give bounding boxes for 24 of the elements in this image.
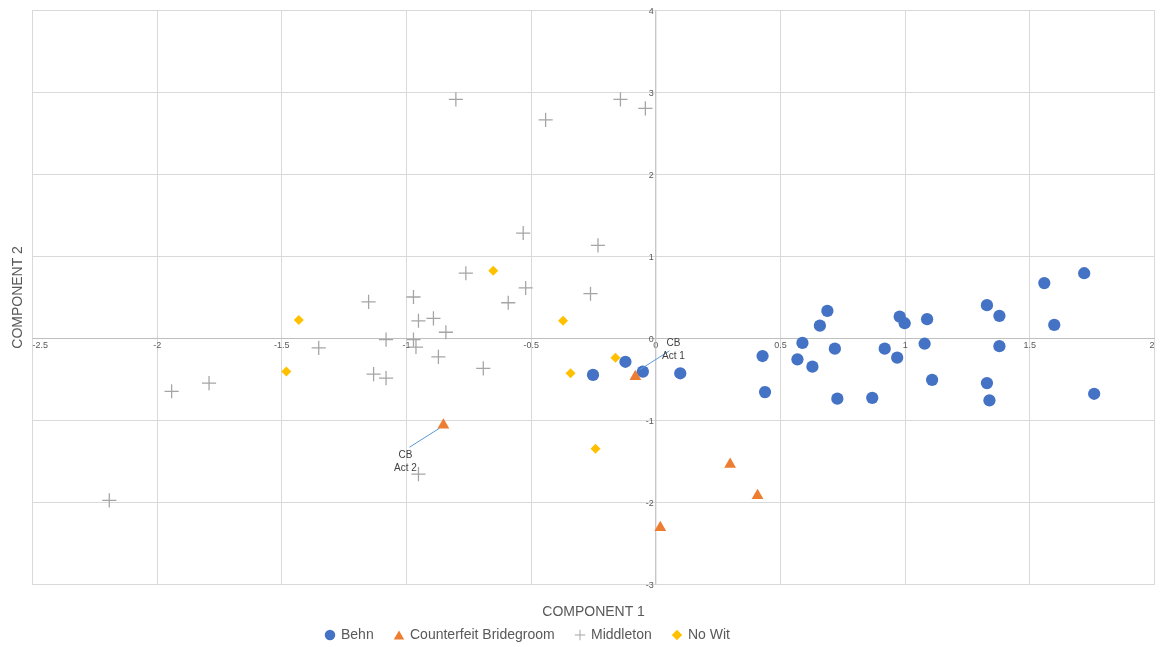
annotation: CB Act 2	[394, 449, 418, 474]
x-tick-label: 1.5	[1023, 339, 1037, 350]
legend-label: No Wit	[688, 626, 731, 642]
x-tick-label: -2.5	[32, 339, 49, 350]
x-tick-label: 0.5	[774, 339, 787, 350]
x-tick-label: 1	[902, 339, 908, 350]
y-tick-label: 3	[648, 87, 654, 98]
y-tick-label: -1	[645, 415, 654, 426]
x-tick-label: -1.5	[274, 339, 290, 350]
y-tick-label: 4	[648, 5, 654, 16]
legend-label: Counterfeit Bridegroom	[410, 626, 555, 642]
annotation: CB Act 1	[661, 336, 686, 361]
y-tick-label: -2	[645, 497, 654, 508]
y-tick-label: -3	[645, 579, 654, 590]
x-axis-title: COMPONENT 1	[542, 602, 645, 619]
x-tick-label: -0.5	[523, 339, 539, 350]
y-tick-label: 1	[648, 251, 654, 262]
x-tick-label: 2	[1149, 339, 1155, 350]
x-tick-label: -2	[153, 339, 162, 350]
legend-label: Middleton	[591, 626, 652, 642]
y-tick-label: 2	[648, 169, 654, 180]
y-axis-title: COMPONENT 2	[8, 246, 25, 349]
x-tick-label: -1	[402, 339, 411, 350]
legend-label: Behn	[341, 626, 374, 642]
